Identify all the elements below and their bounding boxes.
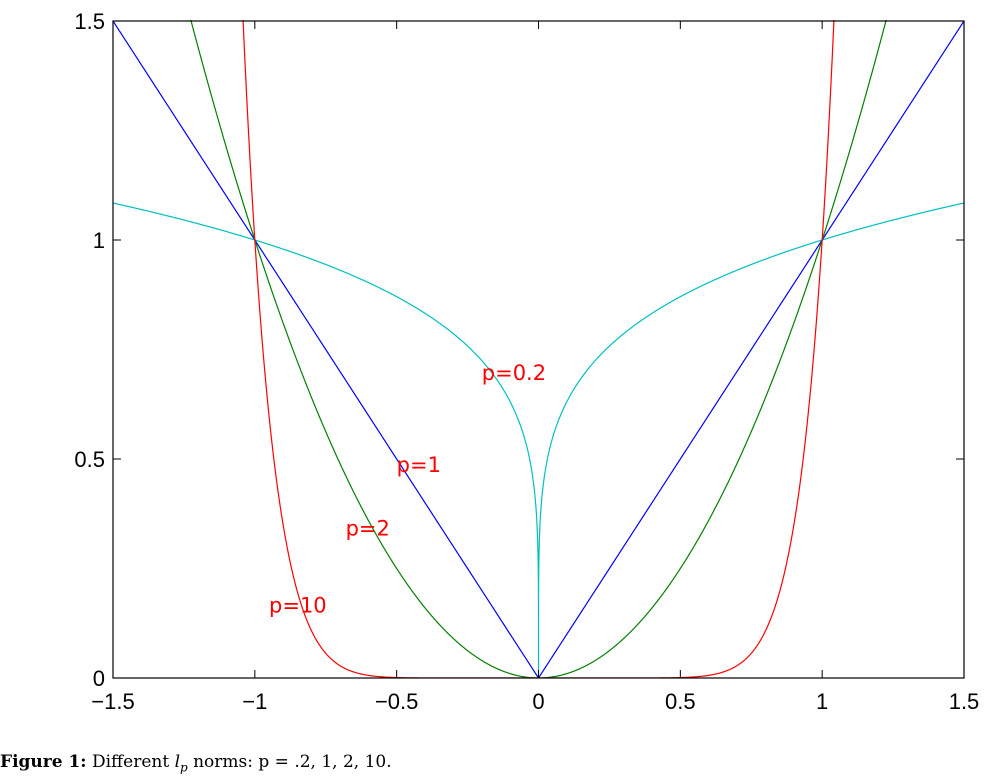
label-p-10: p=10 [269,593,327,617]
caption-prefix: Figure 1: [0,752,87,772]
y-tick-label: 0.5 [74,447,105,472]
curve-p-10 [242,20,835,678]
caption-text-before: Different [91,752,170,772]
axis-ticks: −1.5 −1 −0.5 0 0.5 1 1.5 0 0.5 1 1.5 [74,9,979,714]
x-tick-label: 0.5 [665,689,696,714]
y-tick-label: 1.5 [74,9,105,34]
figure-caption: Figure 1: Different lp norms: p = .2, 1,… [0,752,392,774]
label-p-1: p=1 [397,453,441,477]
curves [113,20,964,678]
caption-text-after: norms: p = .2, 1, 2, 10. [193,752,392,772]
x-tick-label: −0.5 [375,689,418,714]
x-tick-label: 1.5 [949,689,980,714]
x-tick-label: 0 [532,689,544,714]
curve-p-0-2 [113,202,964,678]
x-tick-label: 1 [816,689,828,714]
label-p-0-2: p=0.2 [482,361,546,385]
caption-symbol: l [174,752,181,772]
x-tick-label: −1 [242,689,267,714]
curve-labels: p=0.2 p=1 p=2 p=10 [269,361,546,617]
x-tick-label: −1.5 [91,689,134,714]
y-tick-label: 1 [93,228,105,253]
caption-subscript: p [180,760,188,775]
lp-norms-chart: −1.5 −1 −0.5 0 0.5 1 1.500.511.5 p=0.2p=1p=2p=… [74,9,979,714]
label-p-2: p=2 [346,517,390,541]
y-tick-label: 0 [93,666,105,691]
